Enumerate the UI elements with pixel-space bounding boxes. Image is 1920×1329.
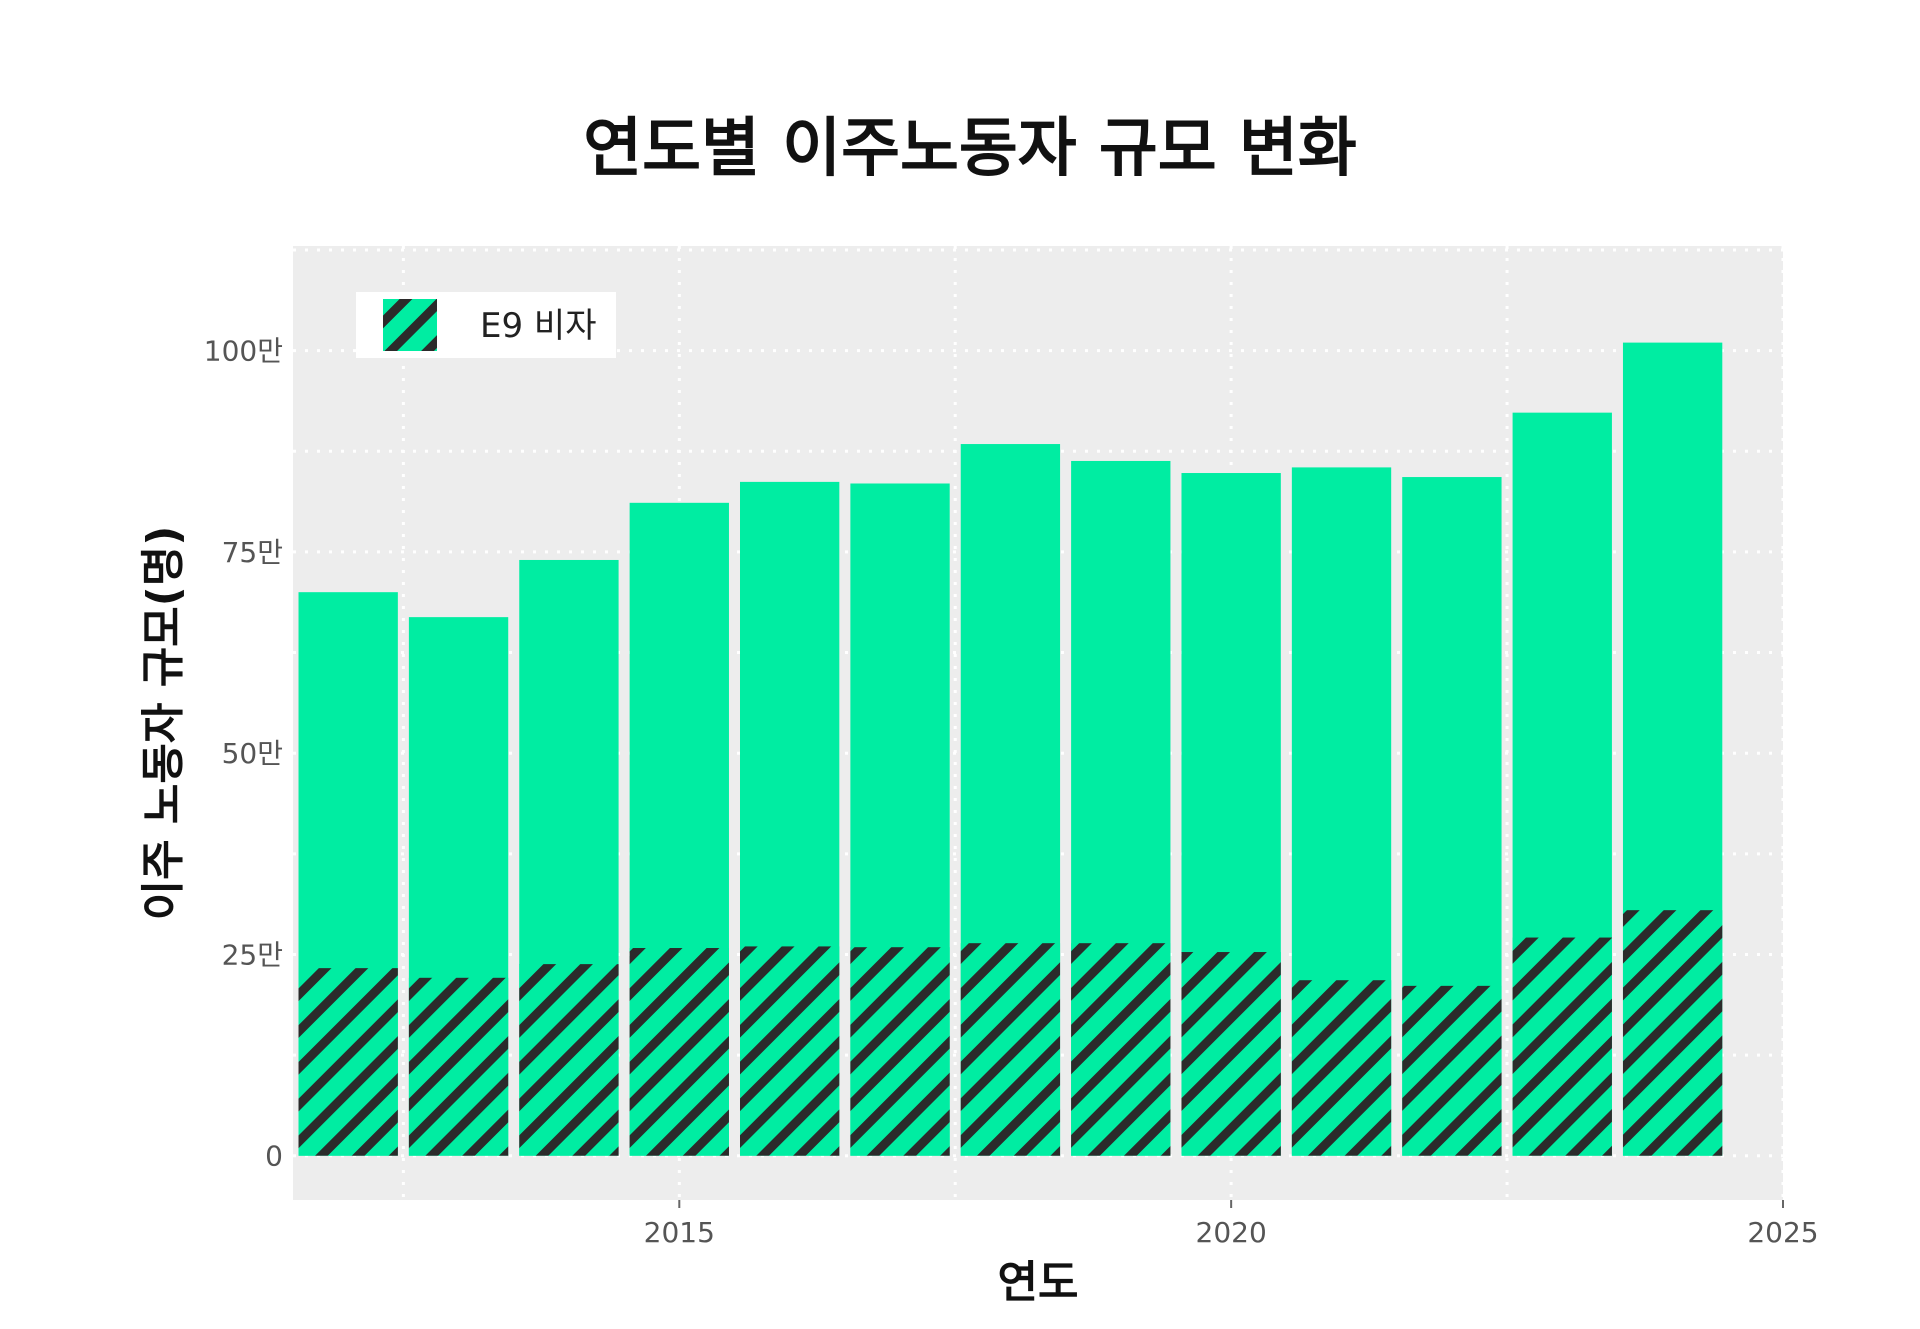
- bar-e9-2024: [1622, 910, 1723, 1156]
- bar-e9-2022: [1402, 985, 1502, 1156]
- y-tick-label: 0: [265, 1140, 283, 1173]
- x-axis-ticks: 2015 2020 2025: [644, 1200, 1819, 1249]
- bars: [298, 342, 1723, 1156]
- bar-e9-2018: [960, 943, 1061, 1156]
- legend-swatch: [383, 299, 437, 351]
- legend: E9 비자: [356, 292, 616, 358]
- bar-e9-2012: [298, 968, 398, 1156]
- bar-e9-2023: [1512, 937, 1612, 1156]
- chart-title: 연도별 이주노동자 규모 변화: [583, 112, 1356, 186]
- bar-e9-2014: [519, 964, 619, 1156]
- x-tick-label: 2015: [644, 1216, 715, 1249]
- y-axis-ticks: 0 25만 50만 75만 100만: [204, 335, 283, 1173]
- y-tick-label: 25만: [222, 938, 283, 971]
- y-axis-title: 이주 노동자 규모(명): [138, 526, 189, 921]
- x-tick-label: 2020: [1196, 1216, 1267, 1249]
- bar-e9-2019: [1071, 943, 1171, 1156]
- x-tick-label: 2025: [1747, 1216, 1818, 1249]
- y-tick-label: 75만: [222, 536, 283, 569]
- bar-e9-2017: [850, 947, 950, 1156]
- x-axis-title: 연도: [998, 1257, 1079, 1308]
- y-tick-label: 50만: [222, 737, 283, 770]
- bar-e9-2016: [740, 946, 840, 1156]
- legend-label: E9 비자: [480, 306, 596, 346]
- bar-e9-2013: [408, 977, 509, 1156]
- bar-e9-2015: [629, 948, 729, 1156]
- y-tick-label: 100만: [204, 335, 283, 368]
- bar-e9-2021: [1291, 980, 1392, 1156]
- bar-e9-2020: [1181, 952, 1281, 1156]
